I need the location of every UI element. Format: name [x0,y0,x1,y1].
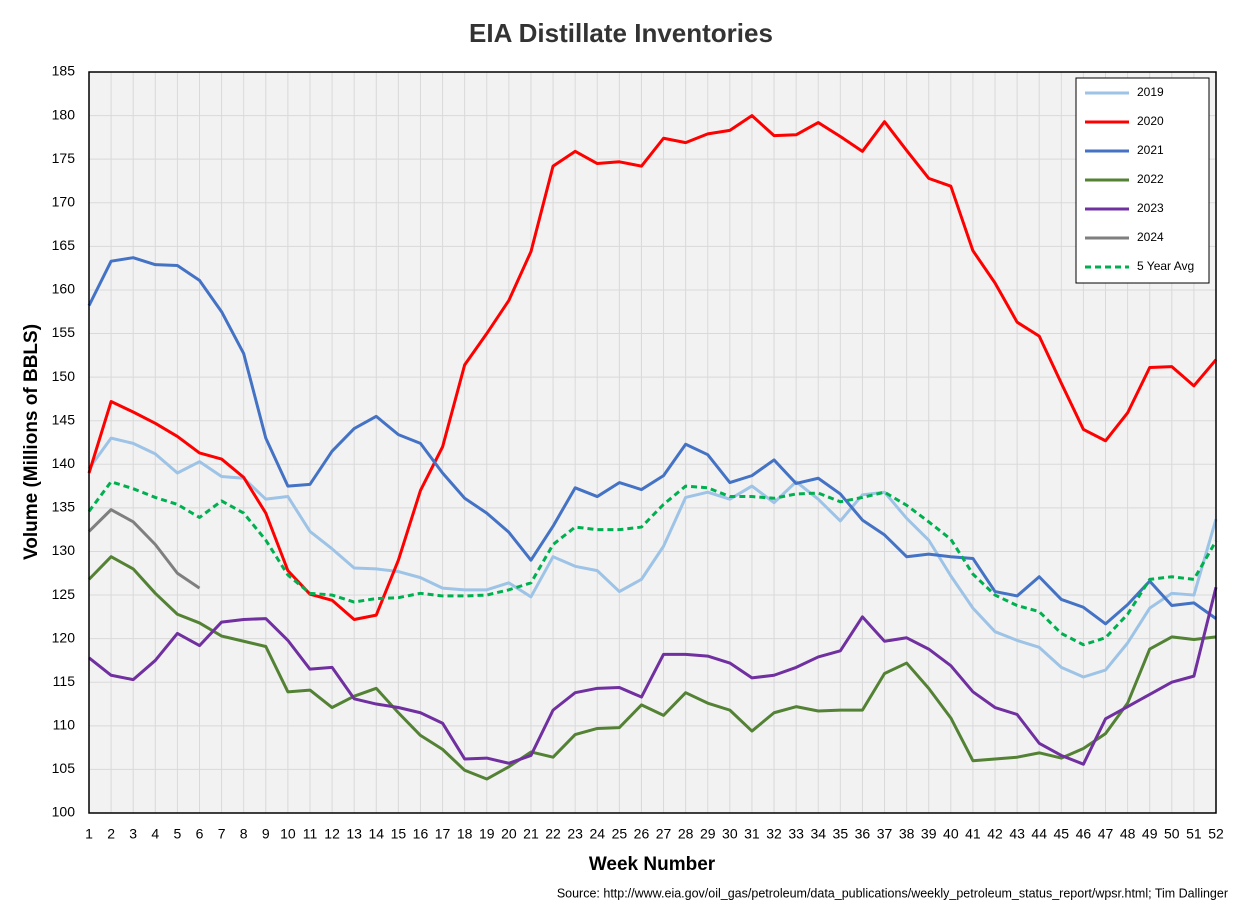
x-tick-label: 48 [1120,826,1136,842]
y-tick-label: 125 [52,586,76,602]
x-axis-label: Week Number [589,854,716,875]
x-tick-label: 44 [1031,826,1047,842]
series-line [87,114,1218,621]
x-tick-label: 19 [479,826,495,842]
y-tick-label: 185 [52,63,76,79]
y-tick-label: 170 [52,193,76,209]
series-line [87,508,201,590]
x-tick-label: 17 [435,826,451,842]
x-tick-label: 7 [218,826,226,842]
y-axis-label: Volume (Millions of BBLS) [21,324,42,560]
x-tick-label: 24 [589,826,605,842]
y-tick-label: 175 [52,150,76,166]
x-tick-label: 36 [855,826,871,842]
x-tick-label: 2 [107,826,115,842]
legend-label: 2024 [1137,230,1164,244]
x-tick-label: 12 [324,826,340,842]
legend-label: 5 Year Avg [1137,259,1194,273]
x-tick-label: 31 [744,826,760,842]
legend-label: 2020 [1137,114,1164,128]
series-line [87,256,1217,626]
x-tick-label: 37 [877,826,893,842]
x-tick-label: 13 [346,826,362,842]
y-tick-label: 180 [52,106,76,122]
x-tick-label: 22 [545,826,561,842]
x-tick-label: 35 [833,826,849,842]
y-tick-label: 100 [52,804,76,820]
y-tick-label: 120 [52,629,76,645]
x-tick-label: 15 [391,826,407,842]
x-tick-label: 5 [173,826,181,842]
x-tick-label: 49 [1142,826,1158,842]
y-tick-label: 150 [52,368,76,384]
plot-border [88,71,1217,814]
y-tick-label: 115 [53,673,76,689]
x-tick-label: 46 [1076,826,1092,842]
x-tick-label: 3 [129,826,137,842]
x-tick-label: 39 [921,826,937,842]
x-tick-label: 8 [240,826,248,842]
source-note: Source: http://www.eia.gov/oil_gas/petro… [557,886,1228,900]
x-tick-label: 34 [810,826,826,842]
legend-label: 2021 [1137,143,1164,157]
y-tick-label: 130 [52,542,76,558]
x-tick-label: 18 [457,826,473,842]
y-tick-label: 110 [53,717,76,733]
x-tick-label: 21 [523,826,539,842]
series-line [87,436,1218,679]
x-tick-label: 4 [151,826,159,842]
legend-label: 2023 [1137,201,1164,215]
x-tick-label: 29 [700,826,716,842]
x-tick-label: 1 [85,826,93,842]
x-tick-label: 40 [943,826,959,842]
x-tick-label: 42 [987,826,1003,842]
y-tick-label: 145 [52,411,76,427]
y-tick-label: 135 [52,499,76,515]
x-tick-label: 28 [678,826,694,842]
x-tick-label: 10 [280,826,296,842]
x-tick-label: 52 [1208,826,1224,842]
x-tick-label: 14 [368,826,384,842]
legend-label: 2019 [1137,85,1164,99]
series-line [88,586,1218,766]
x-tick-label: 50 [1164,826,1180,842]
x-tick-label: 9 [262,826,270,842]
chart-title: EIA Distillate Inventories [469,18,773,48]
y-tick-label: 105 [52,760,76,776]
x-tick-label: 38 [899,826,915,842]
y-tick-label: 155 [52,324,76,340]
x-tick-label: 16 [413,826,429,842]
legend-label: 2022 [1137,172,1164,186]
series-line [87,555,1217,781]
y-tick-label: 165 [52,237,76,253]
plot-area [89,72,1216,813]
x-tick-label: 23 [567,826,583,842]
y-tick-label: 160 [52,281,76,297]
x-tick-label: 41 [965,826,981,842]
x-tick-label: 32 [766,826,782,842]
x-tick-label: 45 [1054,826,1070,842]
y-tick-label: 140 [52,455,76,471]
x-tick-label: 30 [722,826,738,842]
x-tick-label: 6 [196,826,204,842]
x-tick-label: 20 [501,826,517,842]
x-tick-label: 26 [634,826,650,842]
x-tick-label: 11 [303,826,318,842]
x-tick-label: 51 [1186,826,1202,842]
x-tick-label: 25 [612,826,628,842]
x-tick-label: 33 [788,826,804,842]
x-tick-label: 27 [656,826,672,842]
x-tick-label: 47 [1098,826,1114,842]
series-line [87,480,1218,647]
x-tick-label: 43 [1009,826,1025,842]
